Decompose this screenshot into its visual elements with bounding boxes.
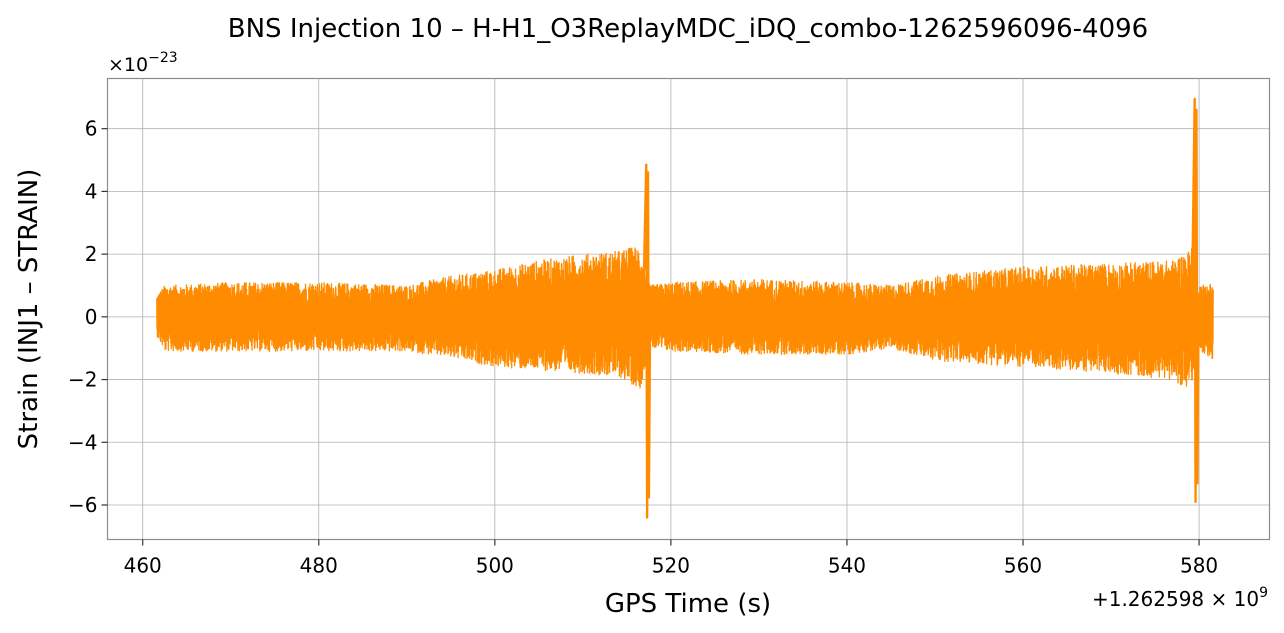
y-axis-label: Strain (INJ1 – STRAIN)	[14, 169, 44, 450]
y-scale-factor: ×10−23	[108, 50, 178, 76]
chart-title: BNS Injection 10 – H-H1_O3ReplayMDC_iDQ_…	[228, 14, 1148, 44]
y-tick-label: −6	[68, 493, 97, 517]
y-scale-exponent: −23	[148, 50, 178, 66]
x-tick-label: 520	[652, 554, 690, 578]
x-offset-exponent: 9	[1259, 585, 1268, 601]
y-scale-base: ×10	[108, 54, 148, 76]
y-tick-label: 4	[85, 179, 98, 203]
y-tick-label: −4	[68, 430, 97, 454]
y-tick-label: 6	[85, 117, 98, 141]
x-axis-ticks: 460 480 500 520 540 560 580	[124, 539, 1218, 578]
x-tick-label: 500	[476, 554, 514, 578]
x-axis-label: GPS Time (s)	[605, 589, 771, 619]
y-tick-label: 0	[85, 305, 98, 329]
x-tick-label: 580	[1180, 554, 1218, 578]
y-tick-label: −2	[68, 368, 97, 392]
x-tick-label: 560	[1004, 554, 1042, 578]
x-tick-label: 480	[300, 554, 338, 578]
x-offset-base: +1.262598 × 10	[1092, 587, 1259, 611]
merger-spike	[1191, 97, 1200, 504]
y-axis-ticks: −6 −4 −2 0 2 4 6	[68, 117, 108, 517]
series-layer	[156, 97, 1214, 519]
x-offset-label: +1.262598 × 109	[1092, 585, 1268, 611]
y-tick-label: 2	[85, 242, 98, 266]
plot-frame	[106, 77, 1271, 541]
x-tick-label: 460	[124, 554, 162, 578]
strain-series-line	[156, 247, 1214, 389]
x-tick-label: 540	[828, 554, 866, 578]
merger-spike	[642, 163, 652, 519]
